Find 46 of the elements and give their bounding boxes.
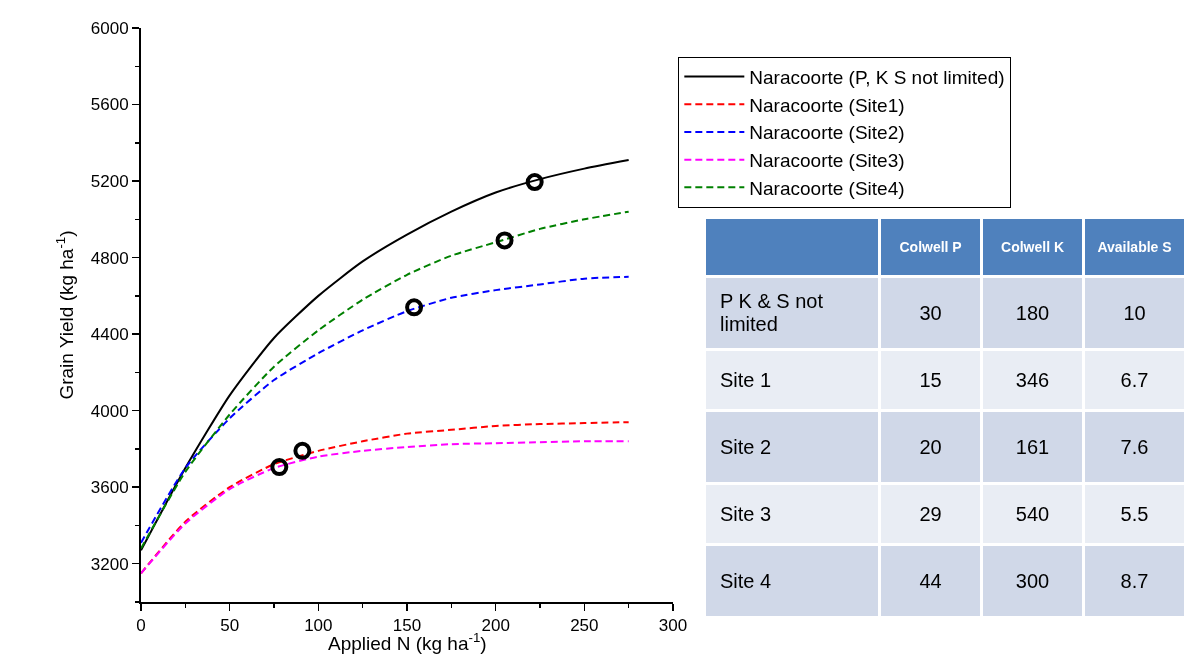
legend-label: Naracoorte (Site4) xyxy=(749,177,905,199)
point xyxy=(405,298,424,317)
point xyxy=(495,231,514,250)
point xyxy=(270,458,289,477)
y-tick-label: 6000 xyxy=(90,18,129,38)
y-tick-label: 5200 xyxy=(90,172,129,192)
text: 540 xyxy=(1015,502,1050,525)
text: 346 xyxy=(1015,368,1050,391)
text: 10 xyxy=(1123,301,1146,324)
y-tick-label: 5600 xyxy=(90,95,129,115)
text: 8.7 xyxy=(1120,569,1149,592)
text: 161 xyxy=(1015,435,1050,458)
y-tick-label: 4400 xyxy=(90,325,129,345)
legend-label: Naracoorte (Site3) xyxy=(749,150,905,172)
text: 15 xyxy=(919,368,942,391)
category-label: P K & S not limited xyxy=(720,290,824,335)
category-label: Colwell K xyxy=(983,219,1083,275)
y-tick-label: 3600 xyxy=(90,478,129,498)
category-label: Colwell P xyxy=(881,219,981,275)
category-label: Available S xyxy=(1085,219,1184,275)
x-tick-label: 50 xyxy=(220,616,240,636)
category-label: Site 1 xyxy=(720,368,772,391)
text: 6.7 xyxy=(1120,368,1149,391)
text: 29 xyxy=(919,502,942,525)
line-series xyxy=(141,275,630,544)
legend-label: Naracoorte (Site2) xyxy=(749,122,905,144)
text: 20 xyxy=(919,435,942,458)
y-tick-label: 4800 xyxy=(90,248,129,268)
category-label: Site 2 xyxy=(720,435,772,458)
y-tick-label: 3200 xyxy=(90,554,129,574)
text: 7.6 xyxy=(1120,435,1149,458)
x-tick-label: 300 xyxy=(658,616,688,636)
legend-label: Naracoorte (P, K S not limited) xyxy=(749,66,1005,88)
text: 30 xyxy=(919,301,942,324)
text: 180 xyxy=(1015,301,1050,324)
point xyxy=(525,173,544,192)
x-tick-label: 0 xyxy=(136,616,146,636)
y-tick-label: 4000 xyxy=(90,401,129,421)
text: 300 xyxy=(1015,569,1050,592)
category-label: Site 3 xyxy=(720,502,772,525)
point xyxy=(293,441,312,460)
legend-label: Naracoorte (Site1) xyxy=(749,94,905,116)
text: 5.5 xyxy=(1120,502,1149,525)
category-label: Site 4 xyxy=(720,569,772,592)
x-tick-label: 250 xyxy=(570,616,599,636)
text: 44 xyxy=(919,569,942,592)
